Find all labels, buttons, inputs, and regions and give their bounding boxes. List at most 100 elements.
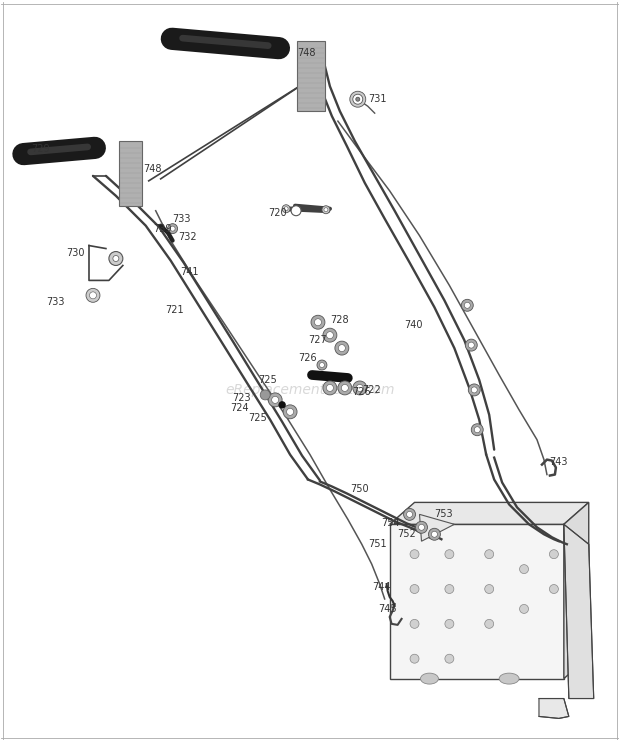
Bar: [297, 42, 325, 111]
Circle shape: [323, 328, 337, 342]
Circle shape: [268, 393, 282, 407]
Circle shape: [468, 384, 481, 396]
Text: 721: 721: [166, 305, 184, 315]
Circle shape: [445, 620, 454, 628]
Circle shape: [311, 315, 325, 329]
Ellipse shape: [499, 673, 519, 684]
Bar: [389, 525, 564, 679]
Circle shape: [86, 289, 100, 302]
Circle shape: [407, 511, 412, 517]
Polygon shape: [420, 514, 454, 541]
Circle shape: [167, 223, 177, 234]
Circle shape: [356, 97, 360, 101]
Circle shape: [356, 384, 363, 392]
Bar: [119, 141, 142, 206]
Text: 750: 750: [350, 485, 368, 494]
Circle shape: [284, 207, 288, 211]
Text: 751: 751: [368, 539, 386, 549]
Circle shape: [520, 605, 528, 614]
Circle shape: [474, 427, 480, 433]
Polygon shape: [564, 502, 589, 679]
Circle shape: [335, 341, 349, 355]
Circle shape: [353, 94, 363, 104]
Circle shape: [468, 342, 474, 348]
Text: 733: 733: [46, 298, 64, 307]
Circle shape: [291, 206, 301, 216]
Circle shape: [485, 585, 494, 594]
Circle shape: [326, 384, 334, 392]
Text: 753: 753: [435, 509, 453, 519]
Circle shape: [317, 360, 327, 370]
Circle shape: [314, 319, 321, 326]
Text: 726: 726: [352, 387, 370, 397]
Text: 743: 743: [549, 456, 567, 467]
Circle shape: [445, 550, 454, 559]
Circle shape: [549, 585, 559, 594]
Circle shape: [260, 390, 270, 400]
Circle shape: [520, 565, 528, 574]
Circle shape: [549, 550, 559, 559]
Text: 752: 752: [397, 529, 417, 539]
Circle shape: [485, 550, 494, 559]
Circle shape: [279, 402, 285, 408]
Circle shape: [326, 332, 334, 338]
Ellipse shape: [420, 673, 438, 684]
Circle shape: [272, 396, 278, 404]
Text: 748: 748: [297, 48, 316, 59]
Text: 732: 732: [179, 232, 197, 242]
Circle shape: [410, 654, 419, 663]
Circle shape: [322, 206, 330, 214]
Text: 725: 725: [248, 413, 267, 423]
Circle shape: [410, 550, 419, 559]
Text: 727: 727: [308, 335, 327, 345]
Circle shape: [471, 424, 483, 436]
Text: 726: 726: [298, 353, 317, 363]
Circle shape: [338, 381, 352, 395]
Circle shape: [323, 381, 337, 395]
Circle shape: [415, 522, 427, 533]
Circle shape: [428, 528, 440, 540]
Circle shape: [410, 585, 419, 594]
Circle shape: [342, 384, 348, 392]
Text: 731: 731: [368, 94, 386, 104]
Text: 730: 730: [66, 248, 84, 257]
Circle shape: [471, 387, 477, 393]
Circle shape: [113, 255, 119, 261]
Circle shape: [109, 252, 123, 266]
Text: 740: 740: [405, 321, 423, 330]
Text: 739: 739: [153, 223, 171, 234]
Text: 720: 720: [268, 208, 287, 217]
Circle shape: [350, 91, 366, 107]
Text: 754: 754: [382, 519, 401, 528]
Text: 744: 744: [372, 582, 390, 592]
Text: 724: 724: [231, 403, 249, 413]
Circle shape: [282, 205, 290, 213]
Polygon shape: [539, 698, 569, 718]
Text: 741: 741: [180, 267, 199, 278]
Text: 733: 733: [172, 214, 191, 223]
Text: eReplacementParts.com: eReplacementParts.com: [225, 383, 395, 397]
Circle shape: [445, 654, 454, 663]
Polygon shape: [564, 525, 594, 698]
Circle shape: [89, 292, 97, 299]
Text: 722: 722: [361, 385, 381, 395]
Text: 723: 723: [232, 393, 251, 403]
Circle shape: [170, 226, 175, 231]
Circle shape: [319, 363, 324, 367]
Circle shape: [410, 620, 419, 628]
Circle shape: [461, 299, 473, 311]
Text: 729: 729: [31, 144, 50, 154]
Circle shape: [353, 381, 367, 395]
Circle shape: [465, 339, 477, 351]
Circle shape: [286, 408, 294, 416]
Text: 748: 748: [143, 164, 161, 174]
Text: 728: 728: [330, 315, 348, 325]
Circle shape: [324, 208, 328, 211]
Circle shape: [404, 508, 415, 520]
Circle shape: [418, 525, 425, 531]
Text: 725: 725: [259, 375, 277, 385]
Circle shape: [485, 620, 494, 628]
Circle shape: [432, 531, 438, 537]
Polygon shape: [389, 502, 589, 525]
Text: 745: 745: [378, 604, 396, 614]
